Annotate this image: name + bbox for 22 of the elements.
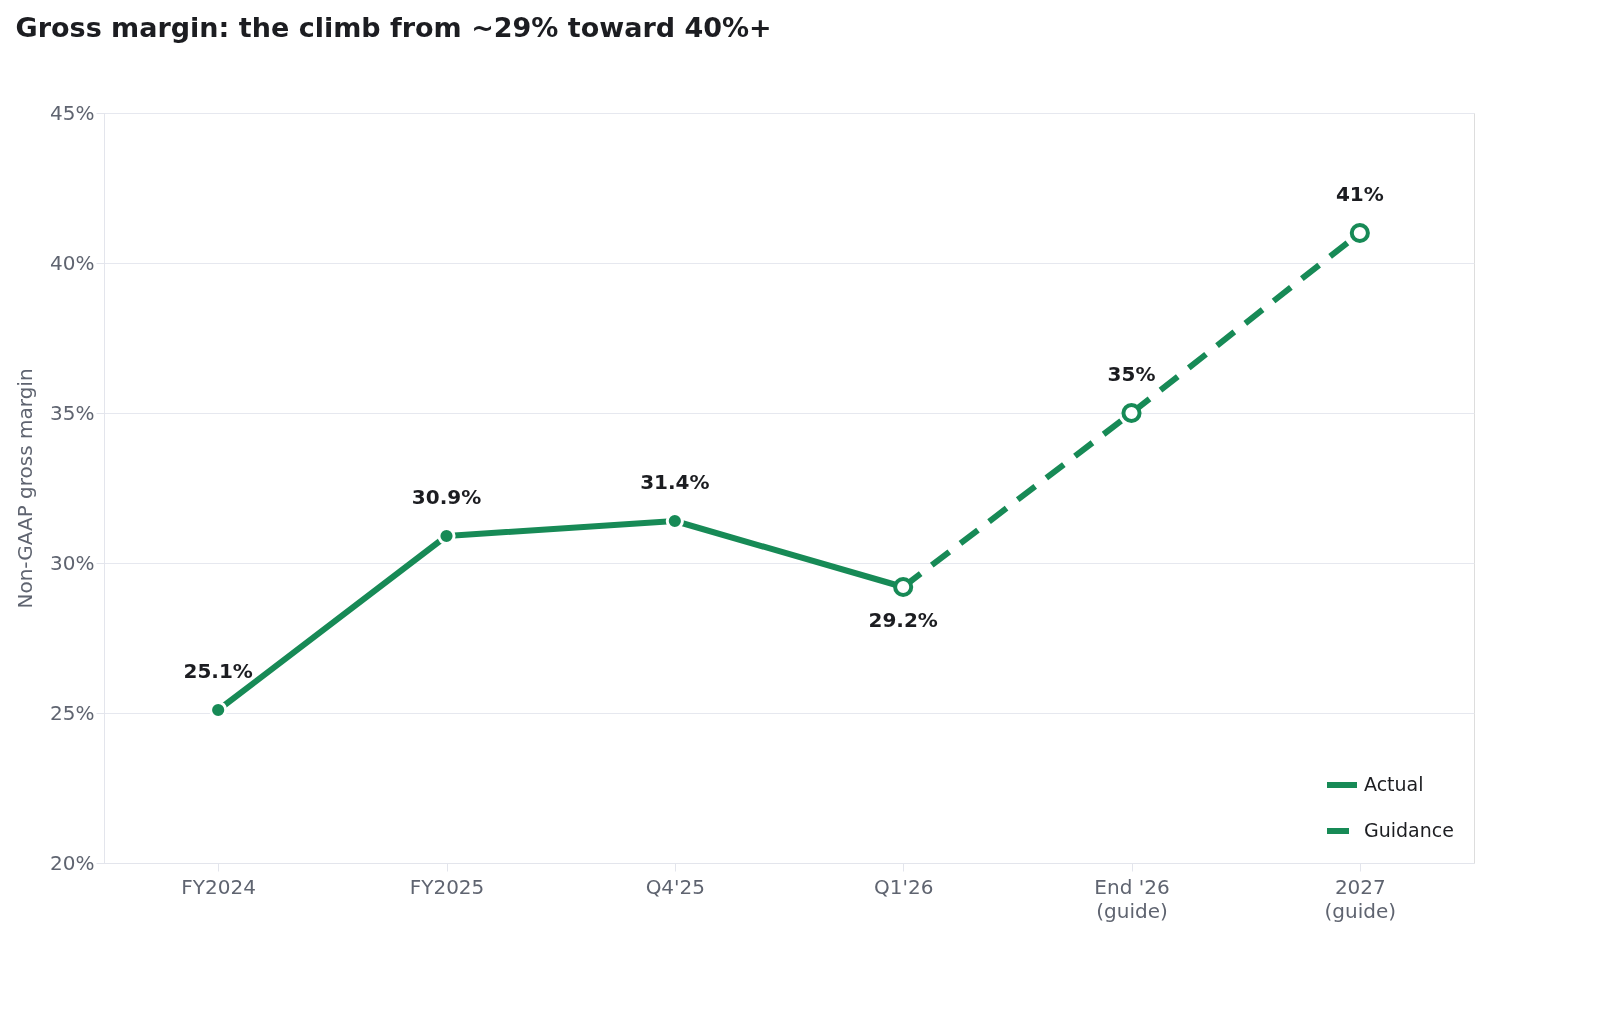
x-tick-label: Q1'26 bbox=[873, 874, 934, 899]
y-tick-label: 45% bbox=[50, 100, 95, 125]
data-label: 35% bbox=[1107, 362, 1156, 386]
data-label: 25.1% bbox=[183, 659, 253, 683]
legend-label: Guidance bbox=[1364, 819, 1454, 841]
data-label: 30.9% bbox=[411, 485, 482, 509]
x-tick-label: FY2024 bbox=[181, 874, 256, 899]
y-tick-label: 35% bbox=[50, 400, 95, 425]
x-tick-label: FY2025 bbox=[409, 874, 485, 899]
chart-title: Gross margin: the climb from ~29% toward 40%+ bbox=[15, 12, 772, 43]
y-tick-label: 25% bbox=[50, 700, 95, 725]
y-tick-label: 30% bbox=[50, 550, 95, 575]
data-label: 29.2% bbox=[868, 608, 938, 632]
y-axis-title: Non-GAAP gross margin bbox=[13, 368, 38, 609]
data-label: 31.4% bbox=[640, 470, 710, 494]
x-tick-label: End '26 (guide) bbox=[1094, 874, 1170, 923]
x-tick-label: 2027 (guide) bbox=[1324, 874, 1397, 923]
legend-label: Actual bbox=[1364, 773, 1424, 795]
x-tick-label: Q4'25 bbox=[645, 874, 706, 899]
y-tick-label: 40% bbox=[50, 250, 95, 275]
y-tick-label: 20% bbox=[50, 850, 95, 875]
data-label: 41% bbox=[1335, 182, 1384, 206]
